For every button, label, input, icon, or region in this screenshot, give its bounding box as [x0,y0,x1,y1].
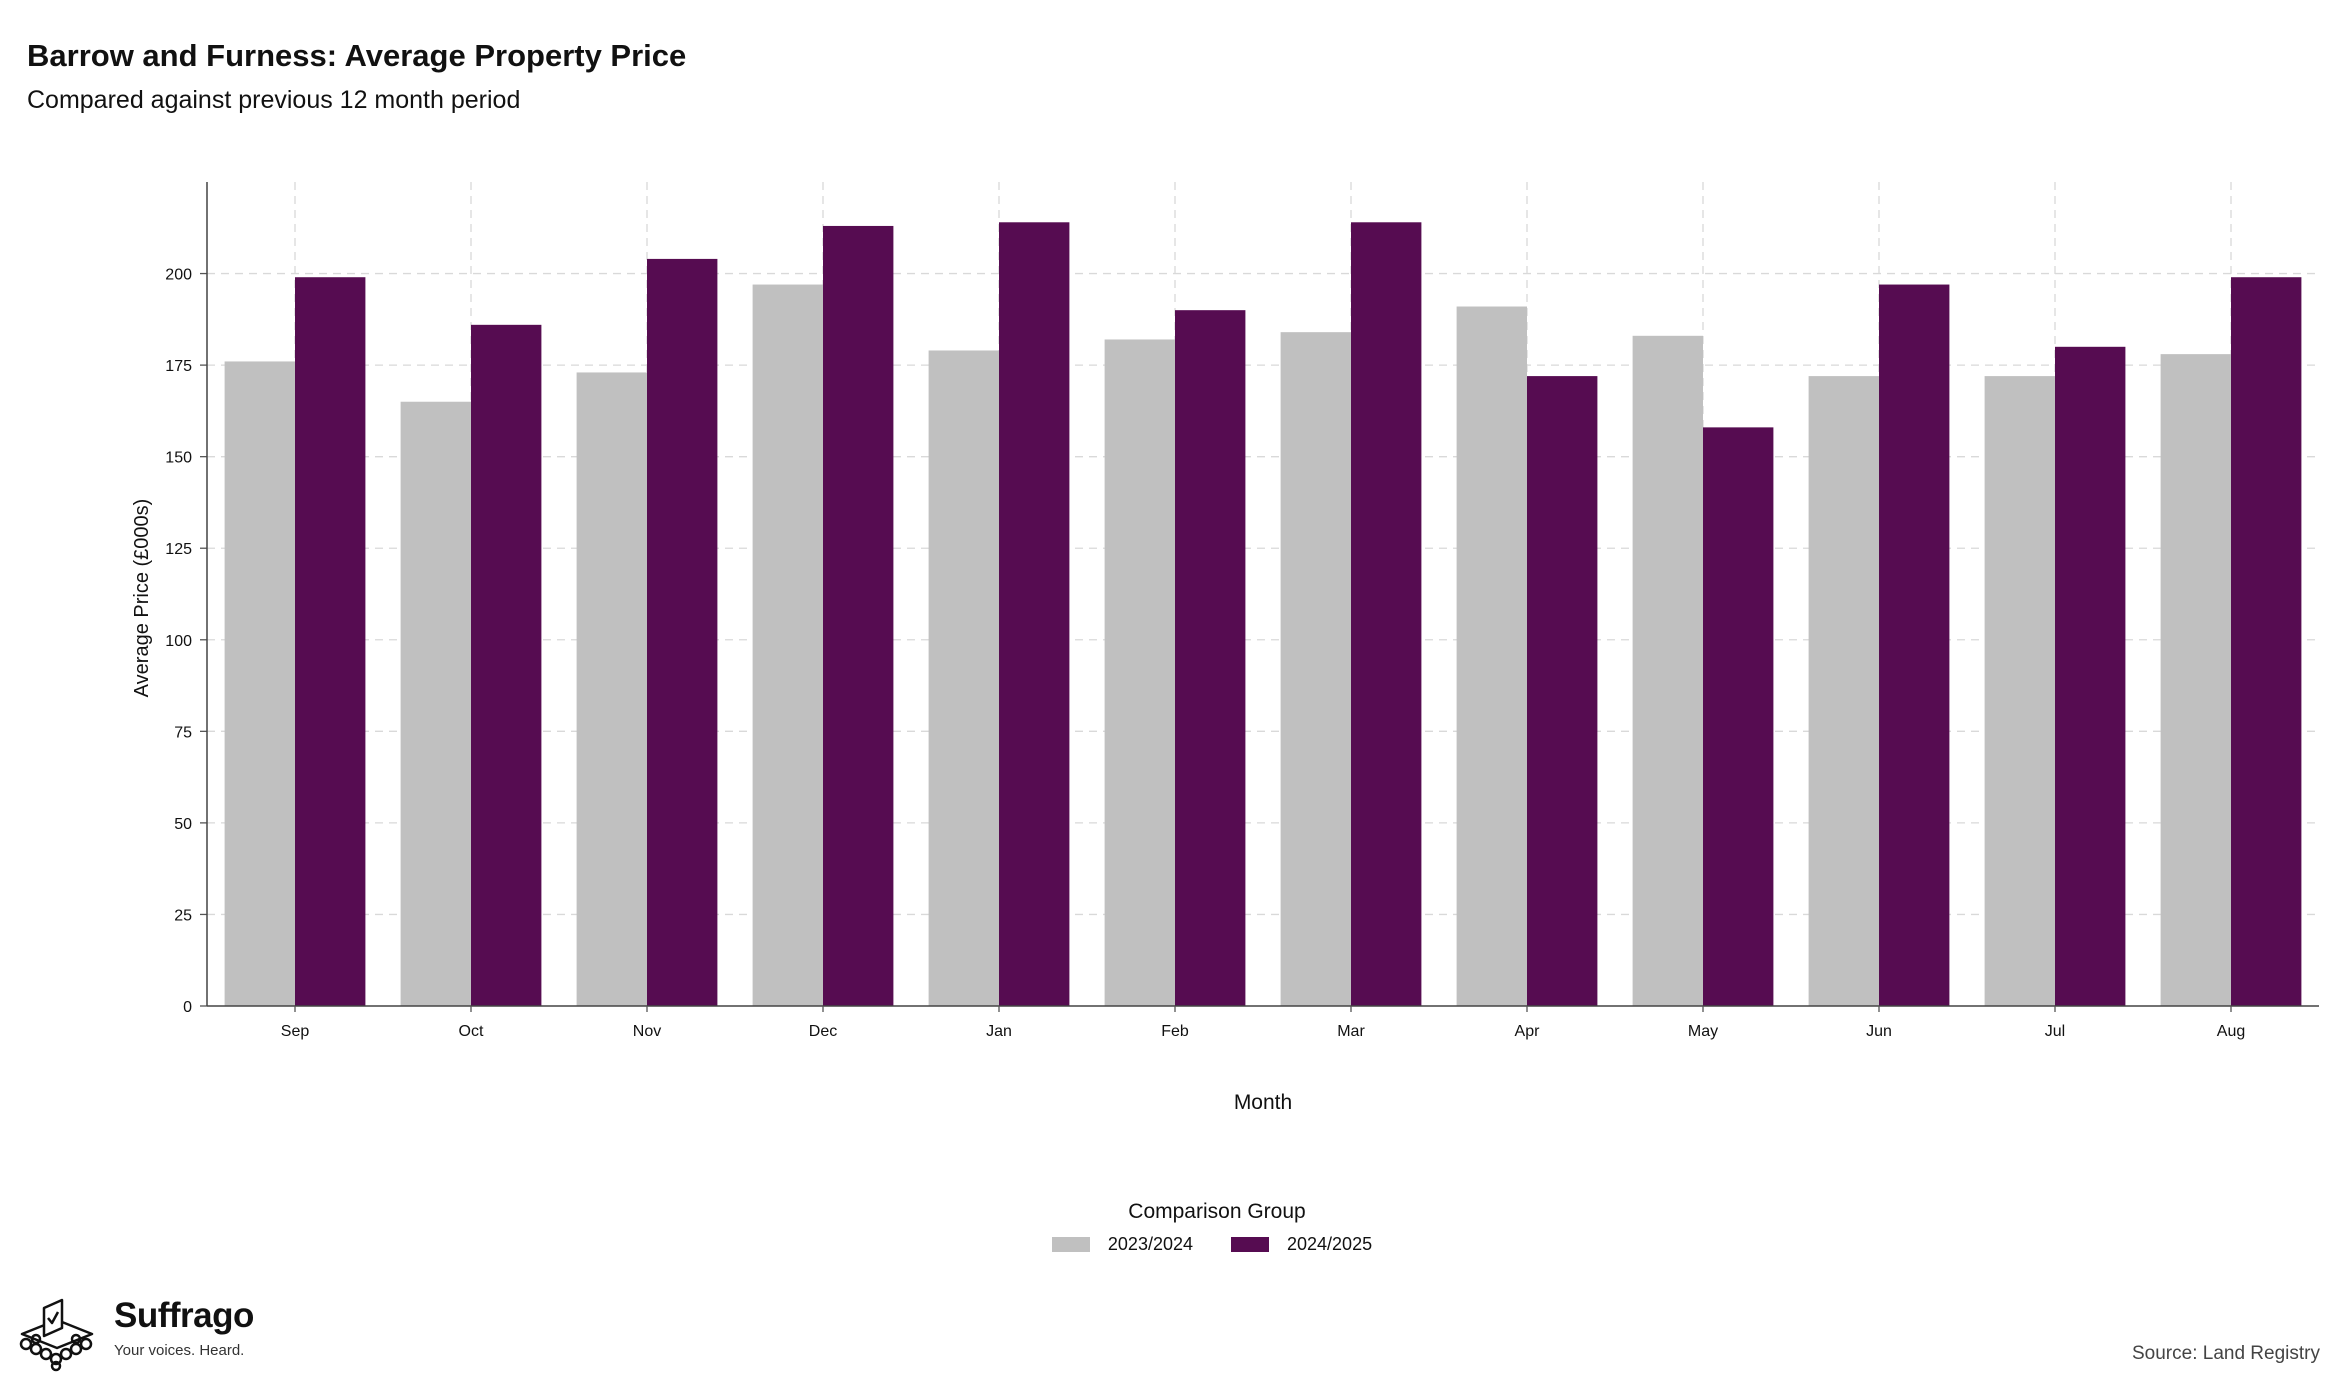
bar-2023-2024-feb [1104,339,1175,1006]
bar-2024-2025-nov [647,258,718,1006]
bar-2024-2025-sep [295,277,366,1006]
legend: Comparison Group 2023/2024 2024/2025 [0,1200,2334,1255]
x-axis-label: Month [1234,1091,1292,1114]
x-tick-label: Nov [633,1023,661,1040]
legend-item-2024-2025: 2024/2025 [1231,1234,1372,1255]
legend-swatch-2024-2025 [1231,1237,1269,1252]
legend-title: Comparison Group [1128,1200,1306,1223]
x-tick-label: Feb [1161,1023,1189,1040]
bar-2024-2025-oct [471,324,542,1006]
legend-item-2023-2024: 2023/2024 [1051,1234,1193,1255]
x-tick-label: Oct [459,1023,484,1040]
bar-2023-2024-sep [224,361,295,1007]
bar-2023-2024-aug [2160,354,2231,1006]
bar-2023-2024-mar [1280,332,1351,1006]
y-axis-label: Average Price (£000s) [131,499,153,698]
bar-2023-2024-nov [576,372,647,1006]
bar-2024-2025-jun [1879,284,1950,1006]
bar-2024-2025-jan [999,222,1070,1007]
ballot-box-icon [19,1298,94,1372]
y-tick-label: 25 [174,907,192,924]
x-tick-label: May [1688,1023,1718,1040]
x-tick-label: Sep [281,1023,310,1040]
brand-name: Suffrago [114,1296,254,1335]
x-tick-label: Aug [2217,1023,2245,1040]
bar-2023-2024-jan [928,350,999,1006]
bar-2023-2024-oct [400,401,471,1006]
bar-2023-2024-apr [1456,306,1527,1006]
bar-2024-2025-apr [1527,376,1598,1006]
axes: 0 25 50 75 100 125 150 175 200 Sep Oct Nov Dec Jan Feb… [165,182,2319,1040]
bar-2024-2025-feb [1175,310,1246,1007]
legend-label: 2023/2024 [1107,1234,1193,1254]
suffrago-logo: Suffrago Your voices. Heard. [14,1292,254,1372]
bars [224,222,2302,1007]
y-tick-label: 50 [174,816,192,833]
x-tick-label: Apr [1515,1023,1541,1040]
x-tick-label: Jan [986,1023,1012,1040]
x-tick-label: Jul [2045,1023,2065,1040]
y-tick-label: 75 [174,724,192,741]
bar-2024-2025-dec [823,225,894,1007]
y-tick-label: 175 [165,358,192,375]
bar-2023-2024-jun [1808,376,1879,1006]
x-tick-label: Mar [1337,1023,1365,1040]
bar-2023-2024-jul [1984,376,2055,1006]
bar-2023-2024-may [1632,335,1703,1006]
source-note: Source: Land Registry [2132,1343,2320,1364]
y-tick-label: 150 [165,450,192,467]
legend-label: 2024/2025 [1287,1234,1373,1254]
y-tick-label: 125 [165,541,192,558]
y-tick-label: 100 [165,633,192,650]
bar-chart: 0 25 50 75 100 125 150 175 200 Sep Oct Nov Dec Jan Feb… [131,182,2319,1114]
legend-swatch-2023-2024 [1051,1237,1090,1252]
chart-subtitle: Compared against previous 12 month perio… [27,86,521,114]
y-tick-label: 0 [183,999,192,1016]
y-tick-label: 200 [165,267,192,284]
brand-tagline: Your voices. Heard. [114,1342,245,1359]
bar-2024-2025-aug [2231,277,2302,1006]
bar-2024-2025-mar [1351,222,1422,1007]
bar-2023-2024-dec [752,284,823,1006]
x-tick-label: Jun [1866,1023,1892,1040]
bar-2024-2025-may [1703,427,1774,1006]
chart-title: Barrow and Furness: Average Property Pri… [27,38,687,73]
x-tick-label: Dec [809,1023,837,1040]
bar-2024-2025-jul [2055,346,2126,1006]
